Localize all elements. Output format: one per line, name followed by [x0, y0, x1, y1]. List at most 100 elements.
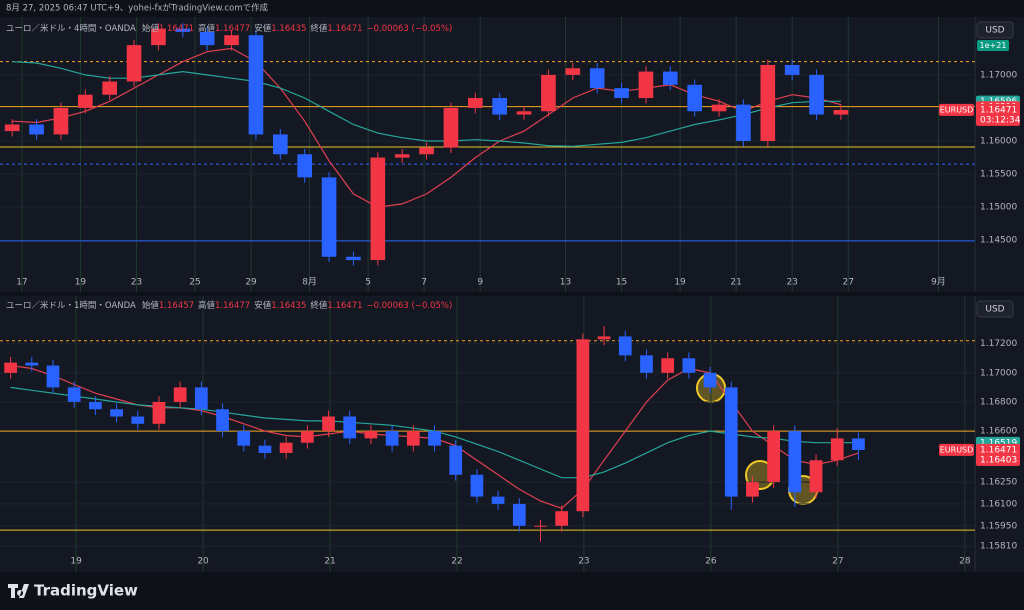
- candle-body: [784, 64, 800, 75]
- candle-body: [102, 81, 117, 95]
- x-tick-label: 28: [959, 557, 971, 567]
- legend-title: ユーロ／米ドル・1時間・OANDA: [6, 300, 136, 311]
- candle-body: [711, 104, 727, 112]
- y-tick-label: 1.15000: [980, 203, 1017, 213]
- candle-body: [589, 68, 605, 89]
- ohlc-value: 1.16471: [327, 24, 362, 34]
- candle-body: [4, 362, 17, 373]
- currency-label: USD: [985, 26, 1004, 36]
- price-tag-label: 1.16403: [980, 455, 1017, 465]
- candle-body: [173, 387, 187, 402]
- candle-body: [534, 525, 547, 527]
- candle-body: [297, 154, 312, 178]
- candle-body: [809, 460, 823, 493]
- candle-body: [788, 431, 802, 493]
- change-value: −0.00063 (−0.05%): [367, 24, 453, 34]
- candle-body: [833, 109, 849, 115]
- candle-body: [419, 147, 434, 155]
- candle-body: [25, 362, 39, 366]
- symbol-tag-label: EURUSD: [940, 445, 974, 454]
- candle-body: [449, 445, 463, 475]
- candle-body: [199, 31, 215, 46]
- candle-body: [687, 84, 702, 112]
- candle-body: [760, 64, 776, 142]
- candle-body: [443, 107, 459, 148]
- x-tick-label: 25: [189, 278, 200, 288]
- candle-body: [370, 157, 386, 261]
- candle-body: [343, 416, 357, 439]
- candle-body: [385, 431, 399, 446]
- candle-body: [322, 416, 335, 432]
- x-tick-label: 23: [131, 278, 142, 288]
- x-tick-label: 26: [705, 557, 717, 567]
- candle-body: [126, 45, 142, 82]
- legend-header: ユーロ／米ドル・1時間・OANDA 始値1.16457 高値1.16477 安値1.1…: [6, 300, 452, 311]
- price-tag: [976, 453, 1020, 466]
- candle-body: [224, 35, 239, 46]
- y-tick-label: 1.14500: [980, 236, 1017, 246]
- candle-body: [175, 28, 191, 32]
- ohlc-label: 高値: [198, 300, 216, 311]
- candle-body: [516, 111, 532, 115]
- candle-body: [663, 71, 678, 85]
- y-tick-label: 1.17200: [980, 339, 1017, 349]
- ohlc-label: 始値: [142, 23, 160, 34]
- candle-body: [428, 431, 441, 446]
- y-tick-label: 1.16600: [980, 427, 1017, 437]
- candle-body: [78, 94, 93, 108]
- ohlc-label: 終値: [310, 23, 328, 34]
- candle-body: [195, 387, 208, 410]
- candle-body: [258, 445, 272, 453]
- ohlc-value: 1.16477: [215, 24, 250, 34]
- candle-body: [541, 74, 556, 112]
- symbol-tag: [939, 103, 974, 116]
- footer-brand: TradingView: [34, 582, 138, 600]
- moving-average: [12, 47, 842, 208]
- candle-body: [300, 431, 314, 443]
- x-tick-label: 7: [421, 278, 427, 288]
- ohlc-value: 1.16477: [215, 301, 250, 311]
- y-tick-label: 1.16000: [980, 137, 1017, 147]
- x-tick-label: 27: [832, 557, 843, 567]
- y-tick-label: 1.15500: [980, 170, 1017, 180]
- x-tick-label: 8月: [302, 277, 317, 288]
- candle-body: [555, 511, 569, 526]
- x-tick-label: 23: [786, 278, 797, 288]
- x-tick-label: 9月: [931, 277, 946, 288]
- x-tick-label: 5: [365, 278, 371, 288]
- candle-body: [565, 68, 581, 75]
- candle-body: [468, 98, 483, 108]
- candle-body: [492, 98, 507, 115]
- candle-body: [364, 431, 378, 439]
- badge: [977, 40, 1009, 51]
- candle-body: [682, 358, 696, 373]
- candle-body: [724, 387, 738, 497]
- candle-body: [809, 74, 824, 115]
- candle-body: [237, 431, 251, 446]
- panel-top: [0, 17, 1024, 292]
- x-tick-label: 13: [560, 278, 571, 288]
- candle-body: [29, 124, 44, 135]
- candle-body: [321, 177, 337, 257]
- ohlc-label: 始値: [142, 300, 160, 311]
- candle-body: [394, 154, 410, 158]
- candle-body: [736, 104, 751, 142]
- x-tick-label: 22: [451, 557, 462, 567]
- candle-body: [67, 387, 81, 402]
- currency-button[interactable]: [976, 300, 1014, 318]
- candle-body: [661, 358, 675, 373]
- ohlc-value: 1.16435: [271, 24, 306, 34]
- candle-body: [53, 107, 69, 135]
- currency-button[interactable]: [976, 21, 1014, 39]
- y-tick-label: 1.16250: [980, 478, 1017, 488]
- candle-body: [512, 503, 526, 526]
- price-tag-countdown: 03:12:34: [980, 115, 1021, 125]
- ohlc-value: 1.16457: [159, 301, 194, 311]
- candle-body: [576, 339, 590, 512]
- candle-body: [597, 336, 611, 340]
- candle-body: [346, 256, 361, 261]
- candle-body: [131, 416, 145, 424]
- candle-body: [279, 442, 293, 453]
